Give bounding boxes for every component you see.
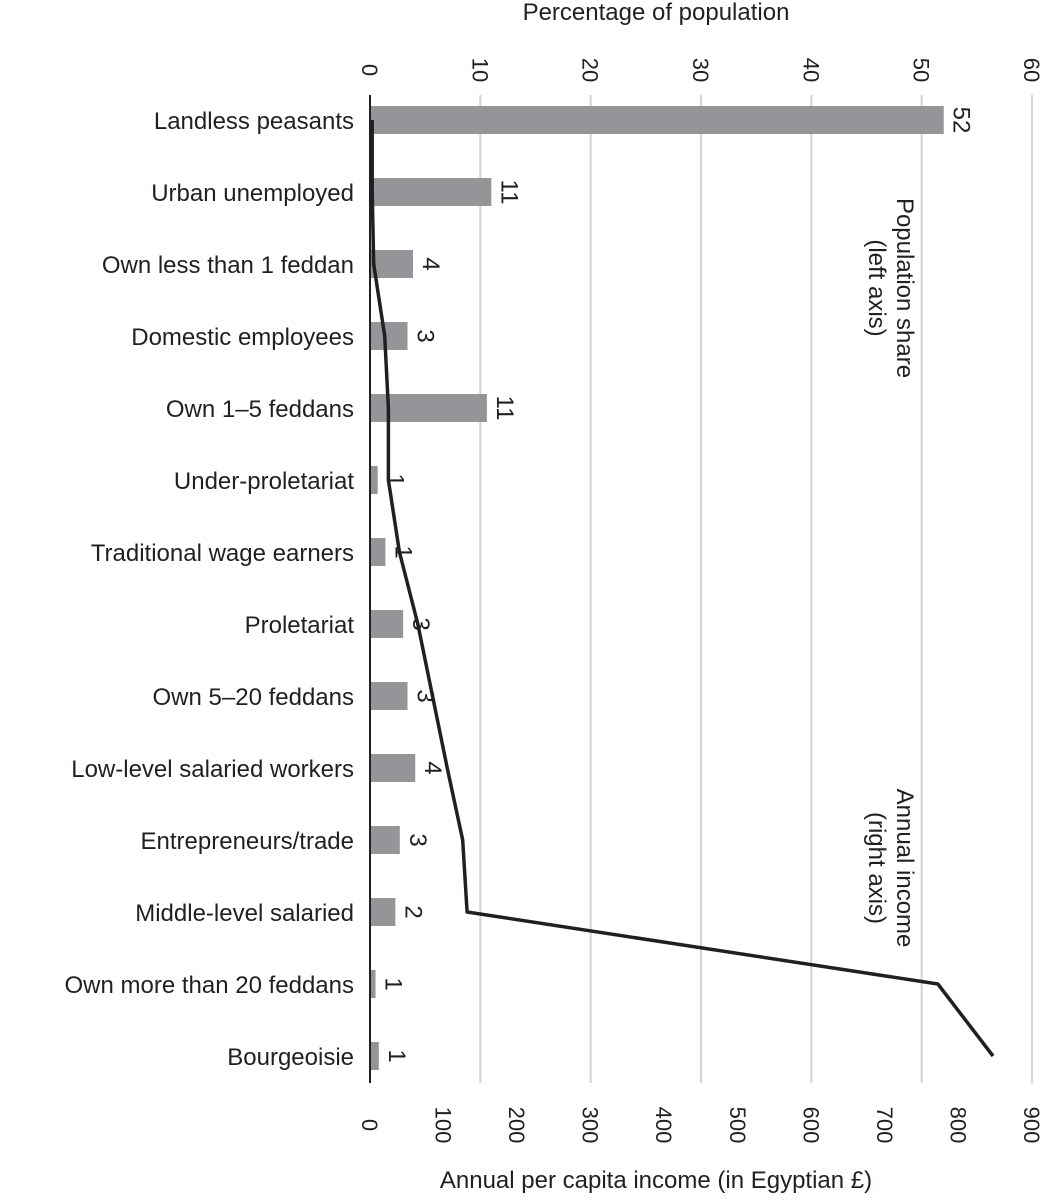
bar-data-label: 1 xyxy=(382,473,409,486)
annotation-text: (right axis) xyxy=(863,812,890,924)
category-label: Entrepreneurs/trade xyxy=(141,828,354,855)
annotation-text: Population share xyxy=(891,198,918,378)
bar-data-label: 1 xyxy=(380,977,407,990)
top-tick-label: 50 xyxy=(909,58,934,82)
bar xyxy=(370,970,376,998)
bar xyxy=(370,1042,379,1070)
bar-data-label: 3 xyxy=(407,617,434,630)
bottom-tick-label: 800 xyxy=(945,1107,970,1144)
bar-data-label: 4 xyxy=(417,257,444,270)
category-label: Own 5–20 feddans xyxy=(153,684,354,711)
annotation-text: (left axis) xyxy=(863,239,890,336)
bar xyxy=(370,466,378,494)
bottom-tick-label: 900 xyxy=(1019,1107,1044,1144)
bottom-tick-label: 600 xyxy=(798,1107,823,1144)
bottom-tick-label: 300 xyxy=(578,1107,603,1144)
category-label: Bourgeoisie xyxy=(227,1044,354,1071)
category-label: Traditional wage earners xyxy=(91,540,354,567)
bar xyxy=(370,178,492,206)
category-label: Low-level salaried workers xyxy=(71,756,354,783)
bottom-axis-title: Annual per capita income (in Egyptian £) xyxy=(440,1167,872,1194)
bottom-tick-label: 0 xyxy=(357,1119,382,1131)
bar-data-label: 4 xyxy=(419,761,446,774)
bottom-tick-label: 400 xyxy=(651,1107,676,1144)
bar-data-label: 11 xyxy=(495,180,522,205)
bar-data-label: 1 xyxy=(389,545,416,558)
annotation-text: Annual income xyxy=(891,789,918,948)
top-tick-label: 60 xyxy=(1019,58,1044,82)
top-tick-label: 30 xyxy=(688,58,713,82)
category-label: Landless peasants xyxy=(154,108,354,135)
income-line xyxy=(370,120,995,1058)
bar xyxy=(370,538,386,566)
bar xyxy=(370,898,396,926)
bottom-tick-label: 500 xyxy=(725,1107,750,1144)
category-label: Own less than 1 feddan xyxy=(102,252,354,279)
category-label: Urban unemployed xyxy=(151,180,354,207)
top-tick-label: 40 xyxy=(798,58,823,82)
top-tick-label: 20 xyxy=(578,58,603,82)
bottom-tick-label: 100 xyxy=(431,1107,456,1144)
bar-data-label: 11 xyxy=(491,396,518,421)
bar xyxy=(370,754,416,782)
category-label: Domestic employees xyxy=(131,324,354,351)
bar-data-label: 1 xyxy=(383,1049,410,1062)
bar-data-label: 52 xyxy=(948,107,975,134)
category-label: Own 1–5 feddans xyxy=(166,396,354,423)
bar-data-label: 3 xyxy=(404,833,431,846)
category-label: Middle-level salaried xyxy=(135,900,354,927)
top-tick-label: 10 xyxy=(467,58,492,82)
bar-data-label: 3 xyxy=(412,329,439,342)
bar xyxy=(370,322,408,350)
bar xyxy=(370,682,408,710)
bottom-tick-label: 700 xyxy=(872,1107,897,1144)
category-label: Proletariat xyxy=(245,612,355,639)
category-label: Under-proletariat xyxy=(174,468,354,495)
category-label: Own more than 20 feddans xyxy=(64,972,354,999)
top-tick-label: 0 xyxy=(357,64,382,76)
bar xyxy=(370,610,404,638)
bar xyxy=(370,826,400,854)
bar xyxy=(370,106,944,134)
bar-data-label: 2 xyxy=(399,905,426,918)
bar xyxy=(370,250,414,278)
top-axis-title: Percentage of population xyxy=(523,0,790,26)
bottom-tick-label: 200 xyxy=(504,1107,529,1144)
